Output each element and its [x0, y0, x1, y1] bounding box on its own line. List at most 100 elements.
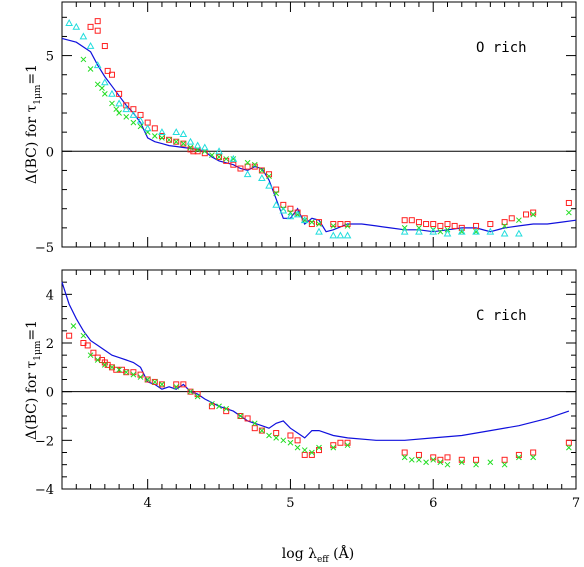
triangle-point: [300, 216, 309, 224]
cross-point: [437, 228, 444, 235]
cross-point: [70, 323, 77, 329]
cross-point: [273, 190, 280, 197]
square-point: [187, 388, 194, 395]
square-point: [230, 161, 237, 168]
square-point: [244, 163, 251, 170]
square-point: [458, 224, 465, 231]
square-point: [294, 437, 301, 444]
square-point: [444, 221, 451, 228]
cross-point: [151, 133, 158, 139]
cross-point: [109, 100, 115, 107]
triangle-point: [200, 143, 209, 151]
square-point: [487, 221, 494, 228]
cross-point: [194, 393, 201, 400]
cross-point: [101, 91, 108, 97]
triangle-point: [186, 137, 195, 145]
triangle-point: [272, 200, 281, 208]
square-point: [415, 219, 422, 226]
square-point: [180, 140, 187, 147]
triangle-point: [72, 22, 81, 30]
cross-point: [473, 461, 479, 468]
squares-c-rich: [66, 332, 572, 463]
y-tick-label: −4: [35, 483, 54, 498]
cross-point: [266, 173, 272, 180]
triangle-point: [415, 227, 423, 235]
square-point: [94, 27, 101, 34]
square-point: [108, 71, 115, 78]
triangle-point: [100, 78, 109, 86]
cross-point: [137, 374, 144, 380]
cross-point: [80, 56, 87, 63]
model-curve-c-rich: [61, 282, 570, 441]
cross-point: [87, 66, 94, 72]
square-point: [508, 215, 515, 222]
cross-point: [216, 403, 222, 410]
triangle-point: [279, 206, 288, 214]
triangle-point: [315, 227, 323, 235]
triangle-point: [429, 227, 438, 235]
cross-point: [566, 444, 572, 451]
x-tick-label: 5: [286, 496, 294, 511]
square-point: [523, 211, 530, 218]
triangle-point: [265, 181, 273, 189]
square-point: [423, 221, 430, 228]
cross-point: [344, 223, 351, 229]
cross-point: [501, 461, 508, 468]
cross-point: [99, 85, 105, 91]
cross-point: [173, 383, 180, 390]
square-point: [565, 199, 572, 206]
triangles-o-rich: [65, 19, 523, 239]
cross-point: [130, 119, 137, 126]
triangle-point: [93, 61, 102, 69]
cross-point: [151, 379, 158, 385]
cross-point: [209, 400, 215, 407]
triangle-point: [172, 128, 181, 136]
y-ticks-bottom: [62, 269, 576, 490]
square-point: [408, 217, 415, 224]
triangle-point: [136, 116, 145, 124]
square-point: [473, 456, 480, 463]
triangle-point: [472, 227, 480, 235]
cross-point: [437, 459, 444, 466]
cross-point: [273, 435, 280, 441]
cross-point: [301, 447, 308, 453]
square-point: [237, 165, 244, 172]
cross-point: [80, 332, 87, 339]
square-point: [158, 381, 165, 388]
y-tick-label: 4: [46, 288, 54, 303]
triangle-point: [515, 229, 523, 237]
square-point: [501, 456, 508, 463]
cross-point: [259, 427, 265, 434]
triangle-point: [143, 124, 152, 132]
y-tick-label: −5: [35, 241, 54, 256]
model-curve-o-rich: [61, 37, 577, 233]
cross-point: [130, 371, 137, 378]
x-tick-label: 6: [429, 496, 437, 511]
cross-point: [87, 352, 94, 359]
square-point: [451, 222, 458, 229]
cross-point: [137, 123, 144, 130]
square-point: [258, 167, 265, 174]
cross-point: [566, 209, 572, 216]
triangle-point: [79, 32, 88, 40]
cross-point: [123, 369, 130, 376]
square-point: [437, 222, 444, 229]
cross-point: [416, 456, 422, 463]
square-point: [287, 205, 294, 212]
triangle-point: [65, 19, 73, 26]
square-point: [301, 451, 308, 458]
triangle-point: [115, 99, 123, 107]
cross-point: [316, 221, 322, 227]
cross-point: [516, 217, 522, 224]
y-tick-label: −2: [35, 434, 54, 449]
triangle-point: [129, 110, 138, 118]
cross-point: [251, 161, 258, 168]
y-axis-title-bottom: Δ(BC) for τ1μm=1: [24, 320, 43, 440]
square-point: [401, 217, 408, 224]
square-point: [415, 451, 422, 458]
cross-point: [309, 219, 315, 225]
triangle-point: [258, 174, 266, 181]
x-tick-labels: 4 5 6 7: [144, 496, 581, 511]
y-tick-labels-top: −5 0 5: [35, 50, 54, 256]
square-point: [173, 138, 180, 145]
